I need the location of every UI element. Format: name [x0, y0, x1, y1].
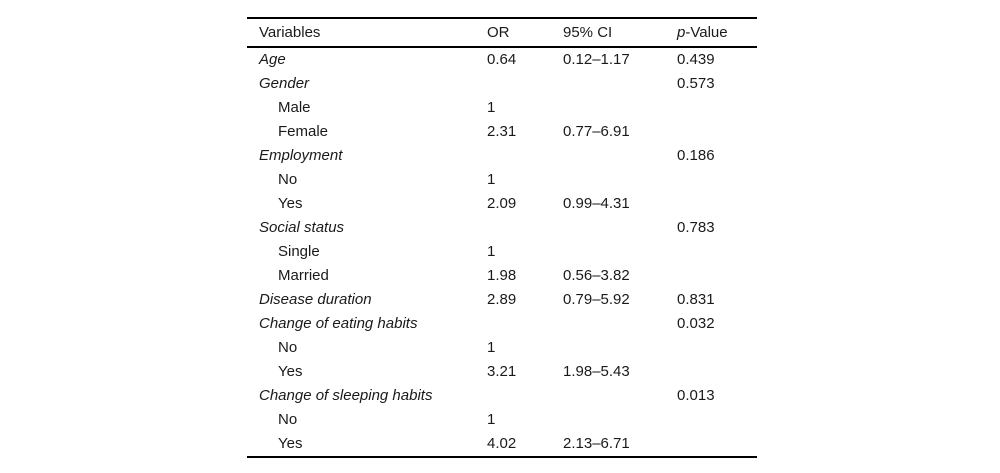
- results-table: Variables OR 95% CI p-Value Age 0.64 0.1…: [247, 17, 757, 458]
- table-header-row: Variables OR 95% CI p-Value: [247, 19, 757, 48]
- row-label: Change of eating habits: [259, 315, 418, 332]
- table-row-gender-female: Female 2.31 0.77–6.91: [247, 120, 757, 144]
- ci-value: 0.56–3.82: [563, 267, 630, 284]
- or-value: 2.09: [487, 195, 517, 212]
- row-label: Yes: [278, 195, 303, 212]
- row-label: Yes: [278, 363, 303, 380]
- table-row-eating-habits: Change of eating habits 0.032: [247, 312, 757, 336]
- table-row-gender: Gender 0.573: [247, 72, 757, 96]
- or-value: 0.64: [487, 51, 517, 68]
- p-value-suffix: -Value: [685, 24, 728, 41]
- ci-value: 2.13–6.71: [563, 435, 630, 452]
- or-value: 2.89: [487, 291, 517, 308]
- column-header-p-value: p-Value: [677, 24, 757, 41]
- row-label: Change of sleeping habits: [259, 387, 433, 404]
- table-row-age: Age 0.64 0.12–1.17 0.439: [247, 48, 757, 72]
- row-label: Single: [278, 243, 320, 260]
- table-row-sleeping-habits-yes: Yes 4.02 2.13–6.71: [247, 432, 757, 456]
- ci-value: 0.99–4.31: [563, 195, 630, 212]
- or-value: 4.02: [487, 435, 517, 452]
- or-value: 1: [487, 99, 496, 116]
- table-row-disease-duration: Disease duration 2.89 0.79–5.92 0.831: [247, 288, 757, 312]
- row-label: Female: [278, 123, 329, 140]
- or-value: 1: [487, 171, 496, 188]
- table-row-sleeping-habits: Change of sleeping habits 0.013: [247, 384, 757, 408]
- ci-value: 0.77–6.91: [563, 123, 630, 140]
- row-label: Male: [278, 99, 311, 116]
- or-value: 1: [487, 339, 496, 356]
- table-row-eating-habits-no: No 1: [247, 336, 757, 360]
- table-row-eating-habits-yes: Yes 3.21 1.98–5.43: [247, 360, 757, 384]
- ci-value: 1.98–5.43: [563, 363, 630, 380]
- row-label: No: [278, 171, 298, 188]
- row-label: No: [278, 411, 298, 428]
- or-value: 3.21: [487, 363, 517, 380]
- table-row-social-status-married: Married 1.98 0.56–3.82: [247, 264, 757, 288]
- column-header-variables: Variables: [259, 24, 321, 41]
- row-label: Gender: [259, 75, 310, 92]
- ci-value: 0.12–1.17: [563, 51, 630, 68]
- p-value: 0.032: [677, 315, 715, 332]
- row-label: Social status: [259, 219, 345, 236]
- table-row-sleeping-habits-no: No 1: [247, 408, 757, 432]
- table-row-gender-male: Male 1: [247, 96, 757, 120]
- p-value: 0.831: [677, 291, 715, 308]
- or-value: 1: [487, 411, 496, 428]
- p-value: 0.439: [677, 51, 715, 68]
- p-value-italic-p: p: [677, 24, 686, 41]
- or-value: 2.31: [487, 123, 517, 140]
- or-value: 1: [487, 243, 496, 260]
- column-header-or: OR: [487, 24, 510, 41]
- row-label: Yes: [278, 435, 303, 452]
- row-label: Disease duration: [259, 291, 372, 308]
- p-value: 0.573: [677, 75, 715, 92]
- table-row-employment-no: No 1: [247, 168, 757, 192]
- p-value: 0.783: [677, 219, 715, 236]
- p-value: 0.186: [677, 147, 715, 164]
- row-label: Employment: [259, 147, 343, 164]
- or-value: 1.98: [487, 267, 517, 284]
- row-label: No: [278, 339, 298, 356]
- row-label: Age: [259, 51, 286, 68]
- table-row-employment-yes: Yes 2.09 0.99–4.31: [247, 192, 757, 216]
- row-label: Married: [278, 267, 329, 284]
- column-header-ci: 95% CI: [563, 24, 613, 41]
- table-row-social-status: Social status 0.783: [247, 216, 757, 240]
- p-value: 0.013: [677, 387, 715, 404]
- table-row-employment: Employment 0.186: [247, 144, 757, 168]
- ci-value: 0.79–5.92: [563, 291, 630, 308]
- table-row-social-status-single: Single 1: [247, 240, 757, 264]
